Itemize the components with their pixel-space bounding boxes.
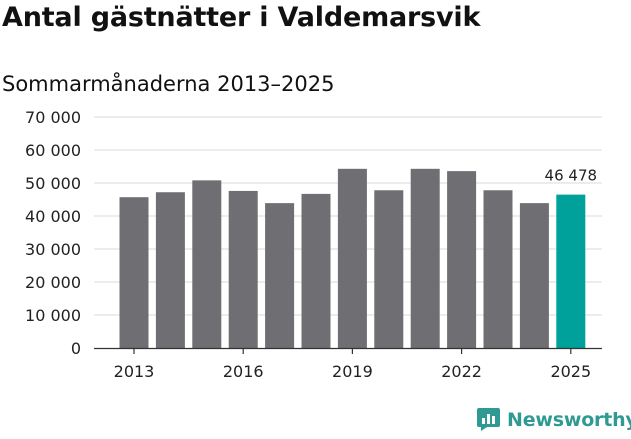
- x-tick-label: 2025: [550, 362, 591, 381]
- y-tick-label: 30 000: [25, 240, 81, 259]
- bar-2023: [483, 190, 513, 348]
- bar-2022: [447, 171, 477, 348]
- y-tick-label: 20 000: [25, 273, 81, 292]
- y-tick-label: 0: [71, 339, 81, 358]
- chart-title: Antal gästnätter i Valdemarsvik: [2, 2, 481, 33]
- bar-2016: [228, 190, 258, 348]
- y-tick-label: 40 000: [25, 207, 81, 226]
- bar-2021: [410, 168, 440, 348]
- data-label-2025: 46 478: [545, 167, 598, 185]
- x-tick-label: 2019: [332, 362, 373, 381]
- x-tick-label: 2013: [114, 362, 155, 381]
- bar-2015: [192, 180, 222, 348]
- y-tick-label: 10 000: [25, 306, 81, 325]
- bar-2014: [155, 192, 185, 348]
- bar-2018: [301, 193, 331, 348]
- chart-subtitle: Sommarmånaderna 2013–2025: [2, 72, 335, 96]
- bar-2017: [265, 203, 295, 348]
- bar-2013: [119, 197, 149, 348]
- x-tick-label: 2016: [223, 362, 264, 381]
- bar-2020: [374, 190, 404, 348]
- brand-logo: Newsworthy: [476, 407, 631, 432]
- bar-2025: [556, 194, 586, 348]
- y-tick-label: 60 000: [25, 141, 81, 160]
- newsworthy-logo-icon: [477, 408, 500, 431]
- y-tick-label: 70 000: [25, 108, 81, 127]
- bar-2019: [337, 168, 367, 348]
- y-tick-label: 50 000: [25, 174, 81, 193]
- bar-2024: [519, 203, 549, 348]
- brand-name: Newsworthy: [507, 408, 631, 431]
- x-tick-label: 2022: [441, 362, 482, 381]
